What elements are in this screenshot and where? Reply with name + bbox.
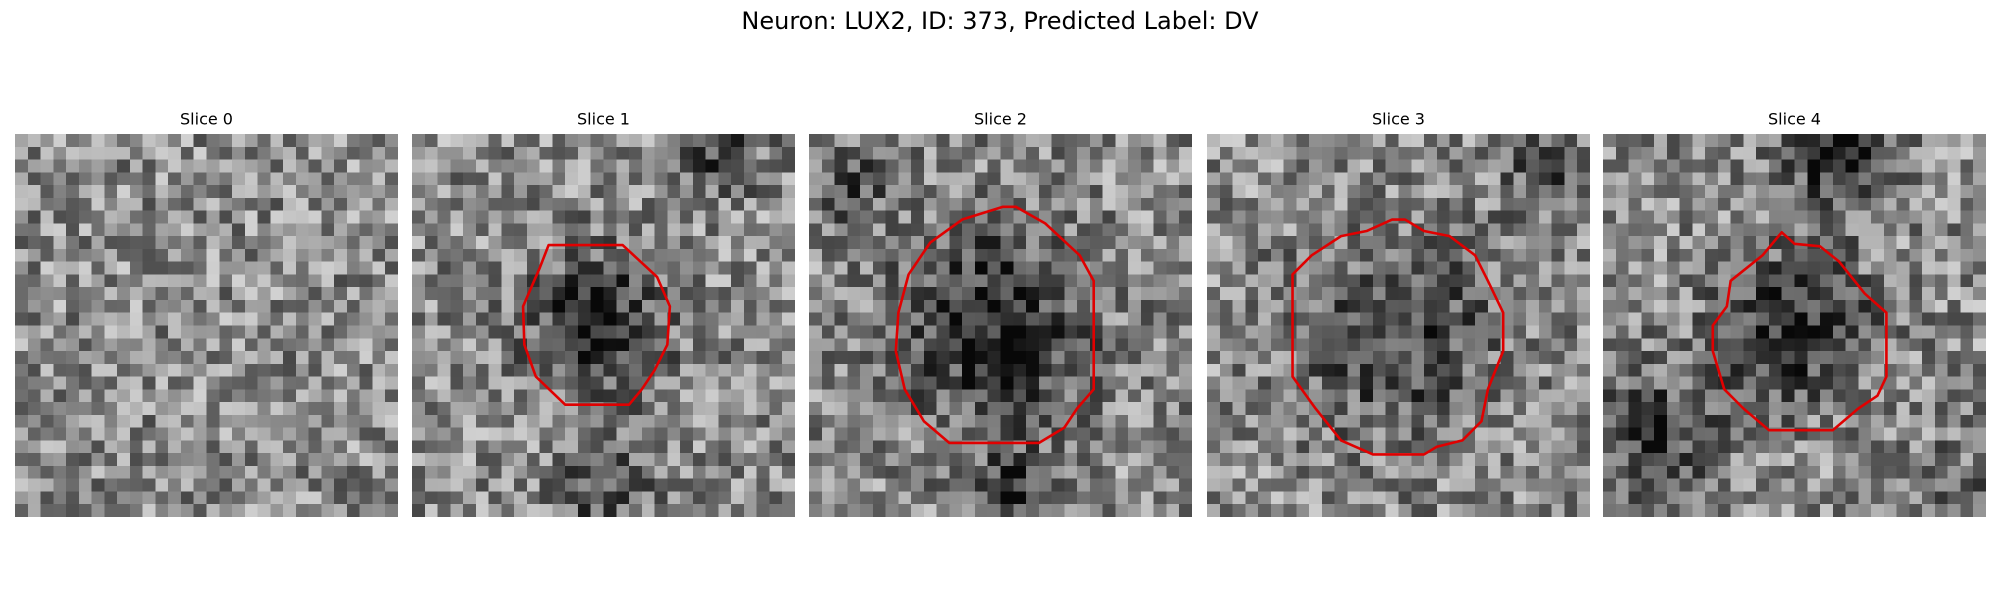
cell-contour — [1293, 220, 1504, 455]
panel-title: Slice 2 — [974, 110, 1027, 129]
panel-title: Slice 1 — [577, 110, 630, 129]
panel-title: Slice 0 — [180, 110, 233, 129]
cell-contour — [1713, 232, 1887, 430]
slice-image — [1207, 134, 1590, 517]
slice-image — [15, 134, 398, 517]
slice-image — [809, 134, 1192, 517]
cell-contour — [523, 245, 670, 405]
slice-image — [1603, 134, 1986, 517]
panel-title: Slice 4 — [1768, 110, 1821, 129]
cell-contour — [896, 207, 1094, 443]
slice-image — [412, 134, 795, 517]
panel-title: Slice 3 — [1372, 110, 1425, 129]
figure-title: Neuron: LUX2, ID: 373, Predicted Label: … — [741, 7, 1259, 35]
